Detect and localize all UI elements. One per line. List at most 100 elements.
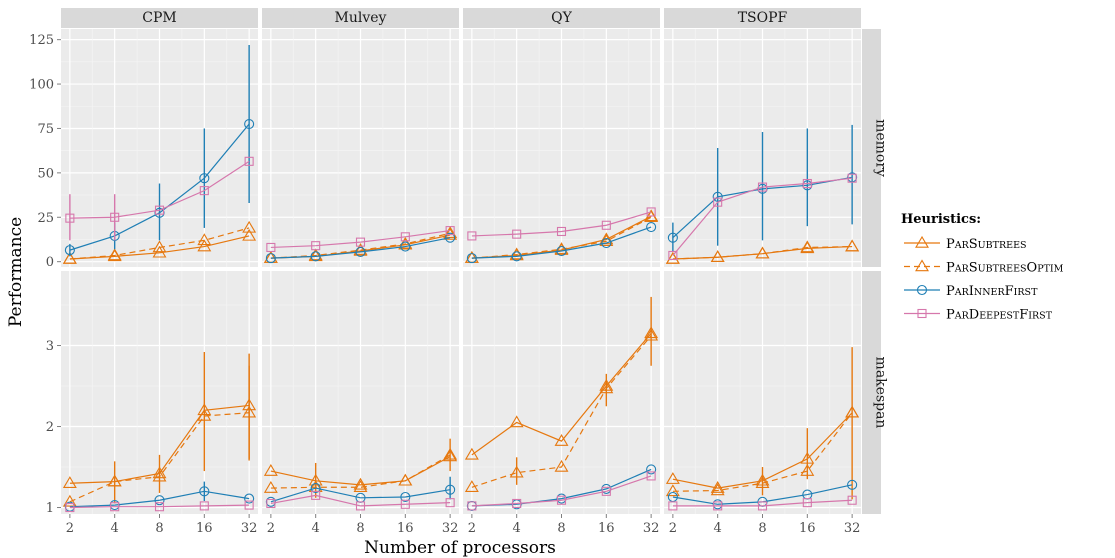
data-point-pardeepestfirst (512, 229, 522, 239)
x-tick-label: 16 (598, 521, 615, 536)
data-point-parsubtreesoptim (710, 250, 725, 262)
data-point-parsubtrees (197, 403, 212, 416)
facet-label-qy: QY (551, 10, 572, 26)
data-point-pardeepestfirst (713, 501, 723, 511)
data-point-parinnerfirst (445, 484, 456, 495)
data-point-parsubtreesoptim (599, 381, 614, 394)
data-point-parinnerfirst (445, 232, 456, 243)
series-line-parsubtrees (69, 235, 250, 260)
y-tick-label: 1 (46, 501, 54, 516)
data-point-parsubtreesoptim (554, 242, 569, 254)
data-point-parsubtreesoptim (710, 483, 725, 496)
data-point-pardeepestfirst (668, 501, 678, 511)
data-point-parsubtrees (755, 473, 770, 486)
series-line-parsubtrees (471, 332, 652, 456)
data-point-pardeepestfirst (445, 498, 455, 508)
facet-strip-cpm (61, 8, 258, 28)
x-tick-label: 32 (643, 521, 660, 536)
series-line-parsubtreesoptim (471, 216, 652, 259)
data-point-pardeepestfirst (110, 212, 120, 222)
data-point-parsubtreesoptim (107, 474, 122, 487)
data-point-parinnerfirst (556, 245, 567, 257)
series-line-parsubtreesoptim (270, 232, 451, 259)
data-point-parsubtreesoptim (644, 328, 659, 341)
data-point-parsubtreesoptim (755, 246, 770, 259)
legend: Heuristics: PARSUBTREES PARSUBTREESOPTIM P… (901, 212, 1064, 323)
data-point-parsubtreesoptim (800, 463, 815, 476)
x-tick-label: 2 (468, 521, 476, 536)
data-point-parsubtreesoptim (263, 480, 278, 493)
data-point-pardeepestfirst (65, 502, 75, 513)
data-point-pardeepestfirst (601, 486, 611, 496)
data-point-pardeepestfirst (757, 182, 768, 192)
legend-key-marker-pardeepestfirst (917, 308, 927, 319)
series-line-parsubtreesoptim (69, 227, 250, 260)
data-point-pardeepestfirst (154, 502, 165, 512)
data-point-parinnerfirst (199, 486, 210, 497)
legend-title: Heuristics: (901, 212, 981, 227)
data-point-pardeepestfirst (199, 186, 209, 196)
data-point-pardeepestfirst (646, 207, 656, 217)
data-point-parinnerfirst (199, 173, 210, 184)
series-line-pardeepestfirst (672, 499, 853, 507)
data-point-pardeepestfirst (757, 501, 768, 511)
series-line-parsubtreesoptim (672, 412, 853, 492)
data-point-parsubtrees (353, 477, 368, 490)
data-point-parsubtreesoptim (845, 239, 860, 252)
data-point-parsubtreesoptim (398, 473, 413, 486)
data-point-parinnerfirst (511, 251, 522, 262)
y-tick-label: 2 (46, 420, 54, 435)
data-point-pardeepestfirst (266, 498, 276, 509)
data-point-parsubtreesoptim (353, 243, 368, 255)
data-point-pardeepestfirst (668, 250, 678, 261)
data-point-parinnerfirst (466, 253, 477, 264)
data-point-parsubtrees (710, 480, 725, 493)
x-tick-label: 8 (557, 521, 565, 536)
data-point-parsubtrees (599, 232, 614, 245)
series-line-pardeepestfirst (69, 504, 250, 509)
facet-label-tsopf: TSOPF (738, 10, 788, 26)
series-line-pardeepestfirst (672, 177, 853, 256)
series-line-pardeepestfirst (270, 229, 451, 249)
series-line-parinnerfirst (471, 226, 652, 259)
data-point-pardeepestfirst (110, 502, 120, 512)
x-tick-label: 8 (155, 521, 163, 536)
x-tick-label: 2 (669, 521, 677, 536)
x-tick-label: 32 (844, 521, 861, 536)
x-tick-label: 2 (66, 521, 74, 536)
legend-label-parsubtrees: PARSUBTREES (946, 237, 1027, 252)
data-point-parsubtreesoptim (665, 251, 680, 264)
data-point-pardeepestfirst (512, 498, 522, 509)
data-point-parsubtreesoptim (353, 480, 368, 493)
facet-label-mulvey: Mulvey (335, 10, 387, 26)
data-point-parinnerfirst (244, 118, 255, 130)
data-point-parsubtrees (509, 415, 524, 428)
legend-label-parinnerfirst: PARINNERFIRST (946, 284, 1038, 299)
data-point-parinnerfirst (712, 191, 723, 202)
x-tick-label: 2 (267, 521, 275, 536)
x-tick-label: 32 (241, 521, 258, 536)
series-line-parinnerfirst (69, 490, 250, 508)
y-tick-label: 75 (37, 122, 54, 137)
data-point-parsubtreesoptim (197, 408, 212, 421)
series-line-pardeepestfirst (471, 211, 652, 237)
data-point-parsubtreesoptim (509, 465, 524, 478)
data-point-parsubtreesoptim (800, 240, 815, 253)
facet-label-makespan: makespan (873, 357, 889, 429)
data-point-pardeepestfirst (355, 237, 366, 247)
facet-strip-makespan (862, 271, 881, 514)
data-point-pardeepestfirst (445, 226, 455, 236)
data-point-parsubtreesoptim (443, 226, 458, 239)
data-point-parsubtrees (62, 476, 77, 488)
data-point-parsubtreesoptim (152, 469, 167, 482)
data-point-pardeepestfirst (556, 226, 567, 237)
y-axis-title: Performance (6, 217, 26, 327)
data-point-parinnerfirst (667, 232, 678, 243)
data-point-pardeepestfirst (244, 156, 254, 166)
data-point-parinnerfirst (244, 493, 255, 504)
data-point-pardeepestfirst (154, 205, 165, 215)
data-point-parsubtreesoptim (107, 248, 122, 261)
legend-key-marker-parinnerfirst (916, 284, 928, 296)
series-line-parinnerfirst (270, 487, 451, 503)
y-tick-label: 0 (46, 255, 54, 270)
